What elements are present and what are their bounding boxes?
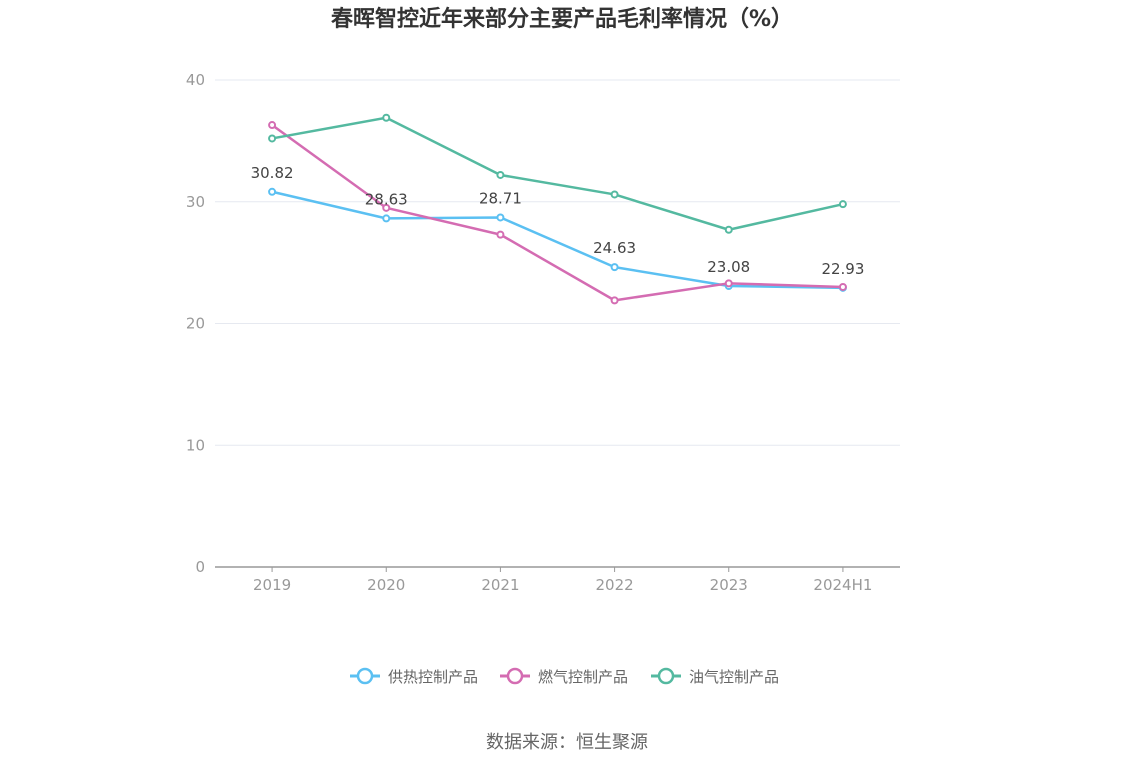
data-point (382, 214, 391, 223)
data-point (268, 134, 277, 143)
x-tick-label: 2024H1 (813, 576, 872, 594)
legend-item-label: 燃气控制产品 (538, 668, 628, 686)
data-point (838, 282, 847, 291)
y-tick-label: 40 (186, 71, 205, 89)
data-label: 28.63 (365, 190, 408, 208)
data-label: 30.82 (251, 164, 294, 182)
legend[interactable]: 供热控制产品 燃气控制产品 油气控制产品 (350, 667, 779, 686)
x-axis-ticks: 2019 2020 2021 2022 2023 2024H1 (253, 567, 872, 594)
data-point (268, 187, 277, 196)
legend-item-label: 油气控制产品 (689, 668, 779, 686)
data-point (496, 213, 505, 222)
series-line-2 (271, 116, 844, 232)
data-point (724, 225, 733, 234)
y-tick-label: 30 (186, 193, 205, 211)
data-point (610, 190, 619, 199)
series-line-0 (271, 190, 843, 290)
legend-marker (356, 667, 374, 685)
y-tick-label: 20 (186, 315, 205, 333)
data-point (496, 230, 505, 239)
y-tick-label: 0 (195, 558, 205, 576)
data-point (382, 203, 391, 212)
data-point (496, 170, 505, 179)
data-label: 22.93 (821, 260, 864, 278)
data-labels: 30.82 28.63 28.71 24.63 23.08 22.93 (251, 164, 865, 278)
legend-marker (657, 667, 675, 685)
data-label: 28.71 (479, 189, 522, 207)
x-tick-label: 2020 (367, 576, 405, 594)
x-tick-label: 2021 (481, 576, 519, 594)
series-line-1 (271, 124, 843, 302)
x-tick-label: 2019 (253, 576, 291, 594)
legend-marker (506, 667, 524, 685)
data-point (724, 279, 733, 288)
grid-lines (215, 79, 900, 568)
data-point (838, 200, 847, 209)
x-tick-label: 2023 (710, 576, 748, 594)
x-tick-label: 2022 (595, 576, 633, 594)
source-note: 数据来源：恒生聚源 (486, 732, 648, 753)
y-axis-ticks: 0 10 20 30 40 (186, 71, 205, 576)
data-point (382, 113, 391, 122)
data-label: 23.08 (707, 258, 750, 276)
data-label: 24.63 (593, 239, 636, 257)
y-tick-label: 10 (186, 436, 205, 454)
legend-item-label: 供热控制产品 (388, 668, 478, 686)
chart-title: 春晖智控近年来部分主要产品毛利率情况（%） (331, 6, 793, 32)
data-point (610, 263, 619, 272)
series-lines (268, 113, 847, 305)
data-point (610, 296, 619, 305)
data-point (268, 121, 277, 130)
